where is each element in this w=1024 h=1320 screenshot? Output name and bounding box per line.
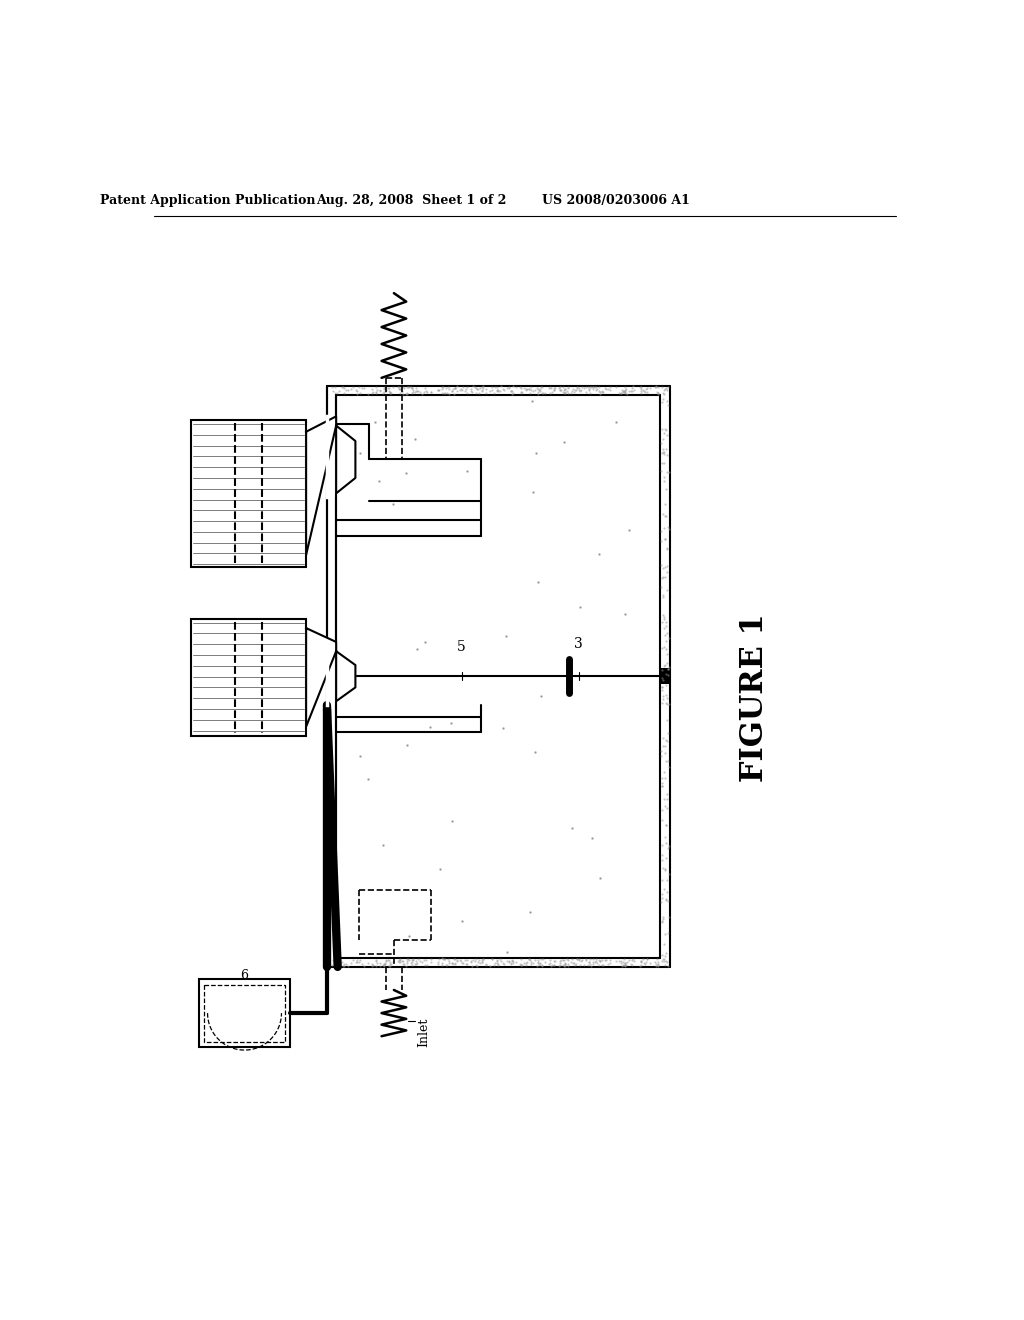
Text: US 2008/0203006 A1: US 2008/0203006 A1: [542, 194, 689, 207]
Text: Aug. 28, 2008  Sheet 1 of 2: Aug. 28, 2008 Sheet 1 of 2: [316, 194, 507, 207]
Polygon shape: [336, 651, 355, 701]
Text: Patent Application Publication: Patent Application Publication: [99, 194, 315, 207]
Polygon shape: [306, 628, 336, 726]
Bar: [199, 979, 290, 1047]
Text: 3: 3: [574, 638, 583, 651]
Polygon shape: [306, 416, 336, 554]
Text: FIGURE 1: FIGURE 1: [738, 612, 770, 781]
Bar: [658, 668, 671, 684]
Text: 6: 6: [241, 969, 249, 982]
Bar: [190, 619, 306, 737]
Text: 5: 5: [458, 639, 466, 653]
Bar: [190, 420, 306, 566]
Text: Inlet: Inlet: [417, 1018, 430, 1047]
Bar: [205, 985, 285, 1041]
Polygon shape: [336, 425, 355, 494]
